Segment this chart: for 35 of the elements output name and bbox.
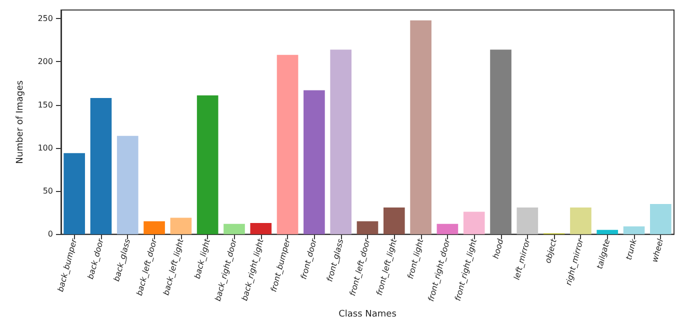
x-axis-title: Class Names	[338, 310, 397, 320]
y-tick-label: 0	[48, 230, 53, 239]
bar	[410, 20, 432, 234]
bar	[436, 224, 458, 234]
x-tick-label: wheel	[650, 237, 666, 264]
bar	[170, 218, 192, 234]
y-tick-label: 200	[38, 57, 53, 66]
bar	[650, 204, 672, 234]
y-tick-label: 50	[42, 186, 53, 196]
bar	[570, 207, 592, 234]
bar	[383, 207, 405, 234]
bar	[330, 50, 352, 234]
bar	[356, 221, 378, 234]
bar	[596, 230, 618, 234]
x-tick-label: trunk	[624, 238, 638, 261]
x-tick-label: object	[543, 237, 559, 264]
bar	[196, 95, 218, 234]
y-axis-title: Number of Images	[16, 80, 26, 164]
bar	[224, 224, 245, 234]
bar	[250, 222, 272, 234]
bar	[64, 153, 85, 234]
bar	[304, 90, 325, 234]
bar	[463, 212, 485, 234]
bar	[490, 50, 512, 234]
bar	[276, 54, 298, 234]
y-tick-label: 250	[38, 14, 53, 24]
y-tick-label: 100	[38, 143, 53, 152]
x-tick-label: tailgate	[595, 238, 612, 270]
bar	[516, 207, 538, 234]
bar	[116, 136, 138, 234]
bar	[623, 226, 645, 234]
y-tick-label: 150	[38, 100, 53, 110]
bar	[144, 221, 165, 234]
x-tick-label: hood	[491, 237, 506, 260]
bar	[90, 98, 112, 234]
